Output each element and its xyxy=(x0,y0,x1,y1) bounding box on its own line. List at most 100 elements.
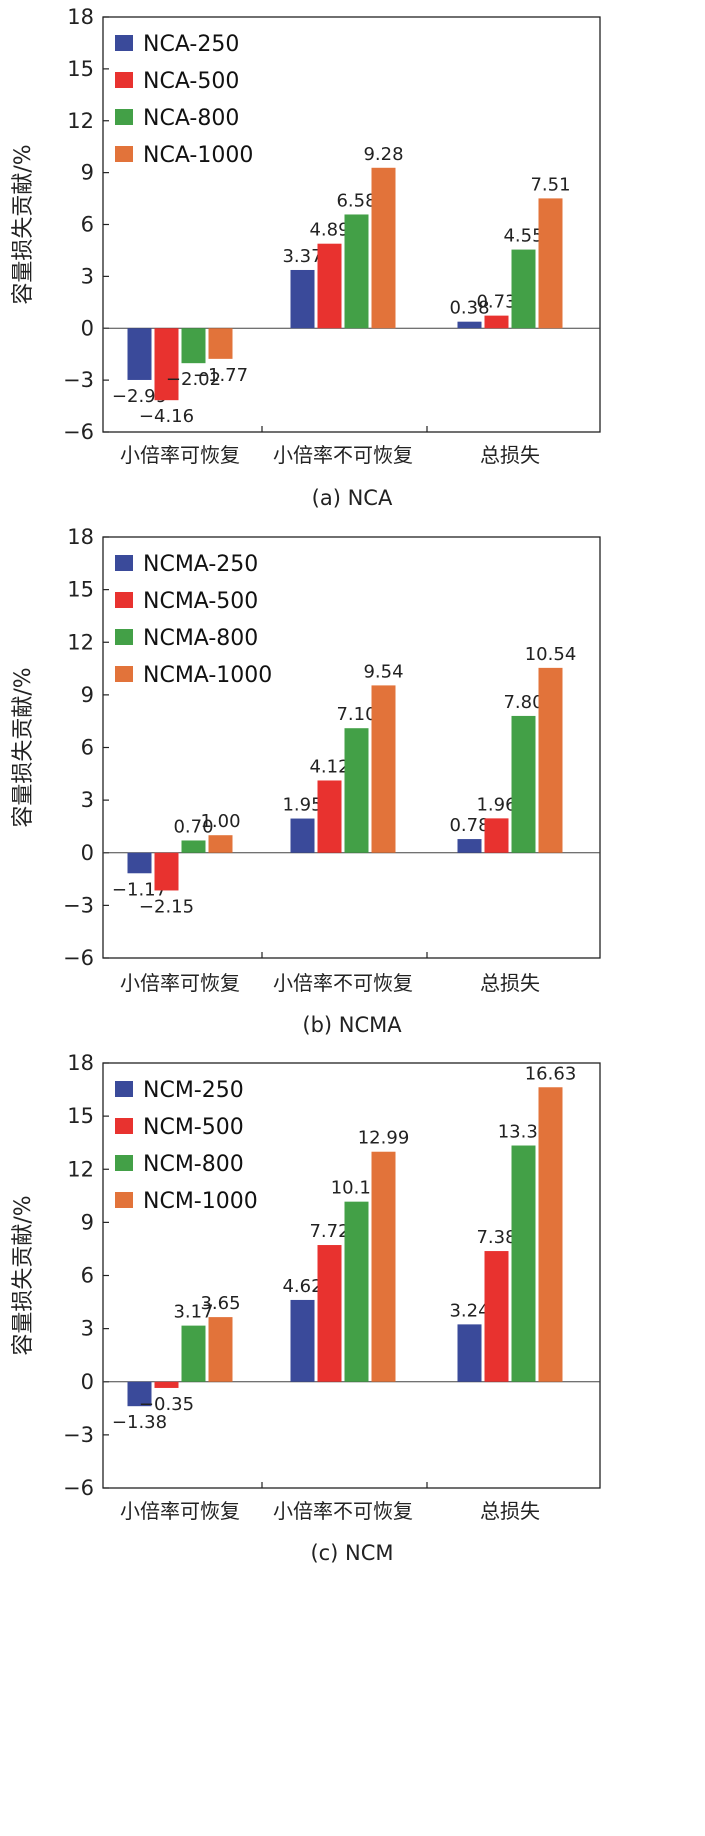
category-label: 小倍率可恢复 xyxy=(120,971,240,995)
bar xyxy=(538,667,563,853)
y-tick-label: −3 xyxy=(63,1423,94,1447)
y-tick-label: 18 xyxy=(67,1051,94,1075)
bar xyxy=(181,328,206,364)
y-tick-label: 15 xyxy=(67,1104,94,1128)
bar-value-label: 4.12 xyxy=(309,756,349,777)
bar xyxy=(484,1251,509,1382)
bar-value-label: 0.73 xyxy=(476,292,516,313)
legend-swatch xyxy=(115,146,133,162)
y-tick-label: 15 xyxy=(67,57,94,81)
legend-label: NCMA-800 xyxy=(143,626,258,651)
y-tick-label: 3 xyxy=(81,264,94,288)
legend-label: NCM-500 xyxy=(143,1115,244,1140)
bar xyxy=(484,818,509,853)
legend-swatch xyxy=(115,35,133,51)
category-label: 小倍率不可恢复 xyxy=(273,1499,413,1523)
y-tick-label: 9 xyxy=(81,1210,94,1234)
y-tick-label: 3 xyxy=(81,1317,94,1341)
bar xyxy=(457,321,482,329)
legend-swatch xyxy=(115,109,133,125)
y-tick-label: −3 xyxy=(63,893,94,917)
bar-value-label: −1.77 xyxy=(193,365,248,386)
bar xyxy=(538,198,563,329)
bar-value-label: 3.24 xyxy=(449,1300,489,1321)
bar-value-label: 7.10 xyxy=(336,704,376,725)
bar-value-label: 0.70 xyxy=(173,816,213,837)
category-label: 小倍率可恢复 xyxy=(120,1499,240,1523)
legend-swatch xyxy=(115,1155,133,1171)
legend-label: NCMA-250 xyxy=(143,552,258,577)
bar xyxy=(371,1151,396,1382)
bar xyxy=(344,728,369,853)
bar xyxy=(290,269,315,329)
legend-label: NCM-1000 xyxy=(143,1189,258,1214)
bar xyxy=(208,328,233,359)
bar-value-label: 6.58 xyxy=(336,190,376,211)
bar-value-label: 13.34 xyxy=(498,1122,550,1143)
bar-value-label: 1.96 xyxy=(476,794,516,815)
bar-value-label: −4.16 xyxy=(139,406,194,427)
bar xyxy=(317,1245,342,1382)
bar xyxy=(371,167,396,329)
bar-value-label: 3.65 xyxy=(200,1293,240,1314)
bar xyxy=(317,243,342,329)
chart-title: (a) NCA xyxy=(312,486,393,510)
bar xyxy=(154,328,179,401)
bar-value-label: 9.28 xyxy=(363,144,403,165)
bar-value-label: 4.89 xyxy=(309,220,349,241)
bar xyxy=(127,1381,152,1407)
bar-value-label: 7.80 xyxy=(503,692,543,713)
y-tick-label: 15 xyxy=(67,578,94,602)
category-label: 小倍率可恢复 xyxy=(120,443,240,467)
bar-value-label: 3.37 xyxy=(282,246,322,267)
category-label: 小倍率不可恢复 xyxy=(273,443,413,467)
bar-value-label: 1.95 xyxy=(282,795,322,816)
bar xyxy=(511,1145,536,1382)
category-label: 总损失 xyxy=(480,443,540,467)
bar xyxy=(344,214,369,329)
bar-value-label: 9.54 xyxy=(363,661,403,682)
y-tick-label: 12 xyxy=(67,1157,94,1181)
bar-value-label: 4.55 xyxy=(503,226,543,247)
y-tick-label: −3 xyxy=(63,368,94,392)
bar-value-label: 7.38 xyxy=(476,1227,516,1248)
bar-value-label: 0.38 xyxy=(449,298,489,319)
bar-value-label: 0.78 xyxy=(449,815,489,836)
legend-swatch xyxy=(115,1192,133,1208)
bar xyxy=(484,315,509,329)
y-tick-label: 12 xyxy=(67,630,94,654)
y-tick-label: 6 xyxy=(81,1264,94,1288)
bar xyxy=(154,1381,179,1388)
bar xyxy=(538,1087,563,1382)
legend-swatch xyxy=(115,666,133,682)
chart-title: (c) NCM xyxy=(310,1541,393,1565)
legend-label: NCMA-500 xyxy=(143,589,258,614)
bar-value-label: −1.17 xyxy=(112,879,167,900)
bar xyxy=(344,1201,369,1382)
y-tick-label: 0 xyxy=(81,841,94,865)
bar xyxy=(371,685,396,853)
bar-value-label: 16.63 xyxy=(525,1063,577,1084)
chart-panel-b: −6 −3 0 3 6 9 12 15 18 小倍率可恢复 小倍率不可恢复 总损失 容量损失贡献/% (b… xyxy=(11,525,601,1037)
bar-value-label: 10.54 xyxy=(525,644,577,665)
bar xyxy=(511,249,536,329)
bar-value-label: 1.00 xyxy=(200,811,240,832)
y-tick-label: −6 xyxy=(63,946,94,970)
bar-value-label: −2.02 xyxy=(166,369,221,390)
chart-panel-a: −6 −3 0 3 6 9 12 15 18 小倍率可恢复 小倍率不可恢复 总损失 容量损失贡献/% (a… xyxy=(11,5,601,510)
y-tick-label: 3 xyxy=(81,788,94,812)
y-tick-label: 0 xyxy=(81,1370,94,1394)
bar-value-label: 7.72 xyxy=(309,1221,349,1242)
chart-panel-c: −6 −3 0 3 6 9 12 15 18 小倍率可恢复 小倍率不可恢复 总损失 容量损失贡献/% (c… xyxy=(11,1051,601,1565)
y-axis-label: 容量损失贡献/% xyxy=(11,144,36,304)
bar-value-label: 10.17 xyxy=(331,1178,383,1199)
y-axis-label: 容量损失贡献/% xyxy=(11,1195,36,1355)
bar xyxy=(457,839,482,853)
bar xyxy=(181,840,206,853)
bar-value-label: −0.35 xyxy=(139,1394,194,1415)
chart-title: (b) NCMA xyxy=(302,1013,402,1037)
y-tick-label: 9 xyxy=(81,683,94,707)
bar xyxy=(127,852,152,874)
